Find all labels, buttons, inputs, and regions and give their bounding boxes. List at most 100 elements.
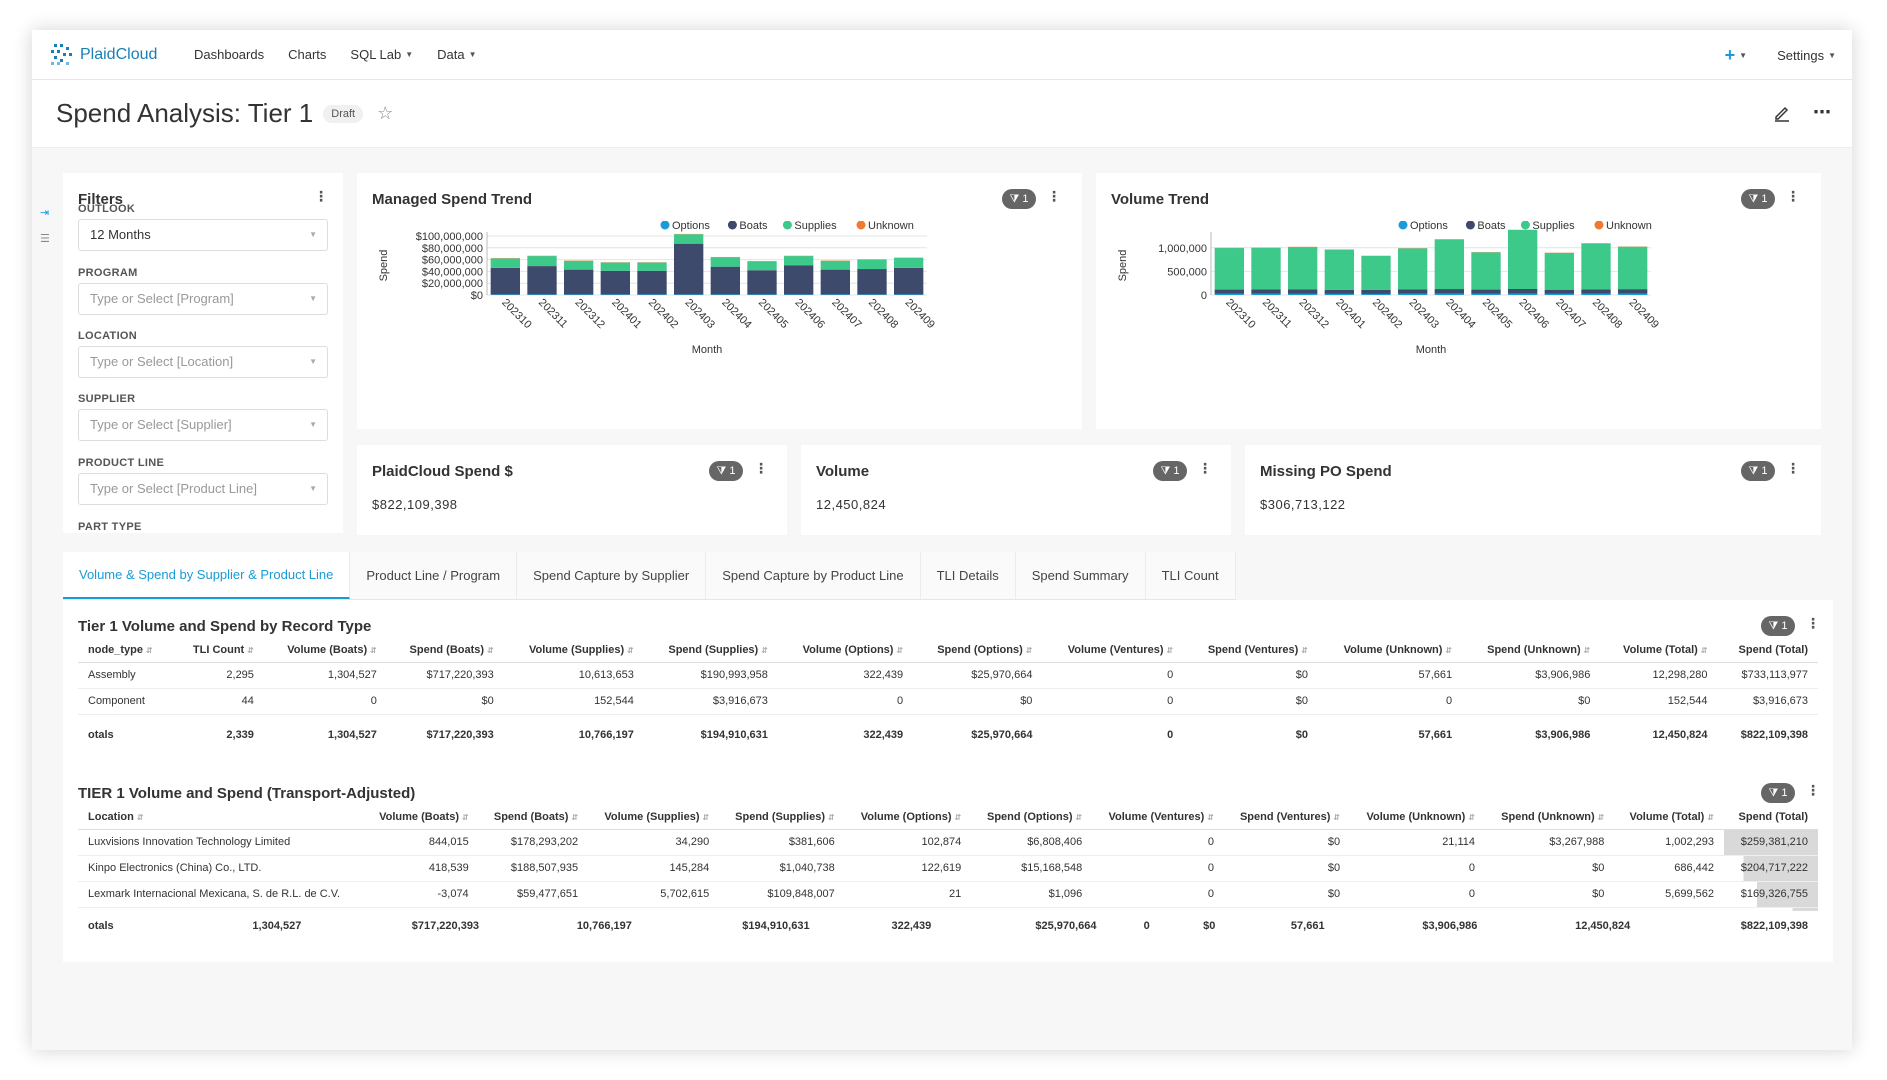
tab-tli-details[interactable]: TLI Details [920,552,1016,599]
bar-segment [1398,289,1428,294]
expand-filters-icon[interactable]: ⇥ [40,207,50,219]
kpi-menu-icon[interactable]: ⋮ [1198,460,1212,476]
table-cell: $178,293,202 [478,829,589,856]
legend-marker [782,221,792,230]
column-header[interactable]: Volume (Boats) ⇵ [363,805,479,830]
bar-segment [1251,293,1281,295]
chart-menu-icon[interactable]: ⋮ [1786,188,1800,204]
product-line-select[interactable]: Type or Select [Product Line] ▼ [78,473,328,505]
column-header[interactable]: Spend (Ventures) ⇵ [1183,638,1318,663]
new-menu-button[interactable]: + ▼ [1725,45,1747,66]
column-header-label: Volume (Supplies) [604,810,700,823]
supplier-select[interactable]: Type or Select [Supplier] ▼ [78,409,328,441]
x-tick-label: 202312 [1297,297,1331,331]
bar-segment [1214,293,1244,295]
table-cell: 2,339 [226,729,254,741]
column-header[interactable]: Spend (Options) ⇵ [971,805,1093,830]
more-options-icon[interactable]: ⋯ [1813,102,1832,122]
table-cell: $0 [1485,855,1615,882]
column-header[interactable]: Location ⇵ [78,805,364,830]
edit-pencil-icon[interactable] [1773,104,1791,122]
chart-menu-icon[interactable]: ⋮ [1047,188,1061,204]
filter-indicator-button[interactable]: ⧩ 1 [1741,189,1775,209]
column-header[interactable]: Volume (Supplies) ⇵ [588,805,720,830]
column-header[interactable]: Volume (Supplies) ⇵ [503,638,644,663]
nav-sql-lab[interactable]: SQL Lab ▼ [350,47,413,62]
x-tick-label: 202408 [1590,297,1624,331]
filter-indicator-button[interactable]: ⧩ 1 [1153,461,1187,481]
filter-indicator-button[interactable]: ⧩ 1 [1002,189,1036,209]
nav-data[interactable]: Data ▼ [437,47,476,62]
column-header[interactable]: Volume (Options) ⇵ [844,805,972,830]
filter-indicator-button[interactable]: ⧩ 1 [1741,461,1775,481]
column-header[interactable]: Spend (Unknown) ⇵ [1462,638,1601,663]
column-header[interactable]: Volume (Unknown) ⇵ [1350,805,1486,830]
tab-spend-summary[interactable]: Spend Summary [1015,552,1146,599]
table-menu-icon[interactable]: ⋮ [1806,615,1820,631]
tab-tli-count[interactable]: TLI Count [1145,552,1236,599]
tab-volume-spend-supplier[interactable]: Volume & Spend by Supplier & Product Lin… [63,552,351,599]
y-tick-label: 1,000,000 [1158,243,1207,255]
bar-segment [1361,255,1391,290]
nav-dashboards-label: Dashboards [194,47,265,62]
column-header[interactable]: node_type ⇵ [78,638,174,663]
column-header[interactable]: Spend (Boats) ⇵ [478,805,589,830]
filter-indicator-button[interactable]: ⧩ 1 [709,461,743,481]
supplier-placeholder: Type or Select [Supplier] [90,417,232,432]
bar-segment [600,262,630,271]
column-header[interactable]: Volume (Total) ⇵ [1614,805,1725,830]
bar-segment [1251,247,1281,290]
settings-menu[interactable]: Settings ▼ [1777,48,1836,63]
bar-segment [1288,289,1318,294]
tab-spend-capture-product-line[interactable]: Spend Capture by Product Line [706,552,921,599]
column-header[interactable]: Spend (Unknown) ⇵ [1485,805,1615,830]
sort-icon: ⇵ [1468,812,1476,822]
column-header[interactable]: Spend (Supplies) ⇵ [719,805,845,830]
tab-spend-capture-supplier[interactable]: Spend Capture by Supplier [517,552,707,599]
column-header[interactable]: Volume (Ventures) ⇵ [1092,805,1224,830]
nav-dashboards[interactable]: Dashboards [194,47,264,62]
column-header[interactable]: Spend (Total) [1717,638,1818,663]
bar-segment [820,269,850,295]
table-cell: $3,906,986 [1462,662,1601,689]
column-header[interactable]: Volume (Boats) ⇵ [263,638,387,663]
filter-indicator-button[interactable]: ⧩ 1 [1761,783,1795,803]
location-select[interactable]: Type or Select [Location] ▼ [78,346,328,378]
outlook-select[interactable]: 12 Months ▼ [78,219,328,251]
column-header[interactable]: Volume (Total) ⇵ [1600,638,1718,663]
nav-charts[interactable]: Charts [288,47,326,62]
kpi-menu-icon[interactable]: ⋮ [754,460,768,476]
favorite-star-icon[interactable]: ☆ [377,103,394,123]
filter-icon: ⧩ [1009,192,1020,205]
bar-segment [564,294,594,295]
column-header[interactable]: Volume (Options) ⇵ [777,638,914,663]
table-cell: $109,848,007 [719,881,845,908]
table-cell: 3,535,615 [1614,907,1725,911]
column-header[interactable]: Spend (Options) ⇵ [913,638,1043,663]
table-menu-icon[interactable]: ⋮ [1806,782,1820,798]
table-cell: $6,808,406 [971,829,1093,856]
column-header[interactable]: TLI Count ⇵ [173,638,264,663]
table-cell: $717,220,393 [426,729,494,741]
bar-segment [527,256,557,267]
column-header[interactable]: Volume (Unknown) ⇵ [1317,638,1463,663]
logo[interactable]: PlaidCloud [50,42,170,68]
filters-menu-icon[interactable]: ⋮ [314,188,328,204]
column-header[interactable]: Spend (Boats) ⇵ [386,638,504,663]
column-header[interactable]: Spend (Ventures) ⇵ [1223,805,1351,830]
tab-product-line-program[interactable]: Product Line / Program [350,552,518,599]
kpi-menu-icon[interactable]: ⋮ [1786,460,1800,476]
program-select[interactable]: Type or Select [Program] ▼ [78,283,328,315]
filter-indicator-button[interactable]: ⧩ 1 [1761,616,1795,636]
column-header[interactable]: Spend (Supplies) ⇵ [643,638,778,663]
filter-label-outlook: OUTLOOK [78,203,136,215]
x-axis-label: Month [1416,344,1447,356]
table-cell: 12,450,824 [1652,729,1708,741]
filter-list-icon[interactable]: ☰ [40,233,50,245]
filter-icon: ⧩ [1768,619,1779,632]
legend-label: Options [1410,221,1448,232]
column-header[interactable]: Spend (Total) [1724,805,1818,830]
column-header[interactable]: Volume (Ventures) ⇵ [1042,638,1184,663]
legend-label: Supplies [1532,221,1575,232]
table2-scroll-area[interactable]: Location ⇵ Volume (Boats) ⇵ Spend (Boats) ⇵ Vo… [63,805,1833,911]
